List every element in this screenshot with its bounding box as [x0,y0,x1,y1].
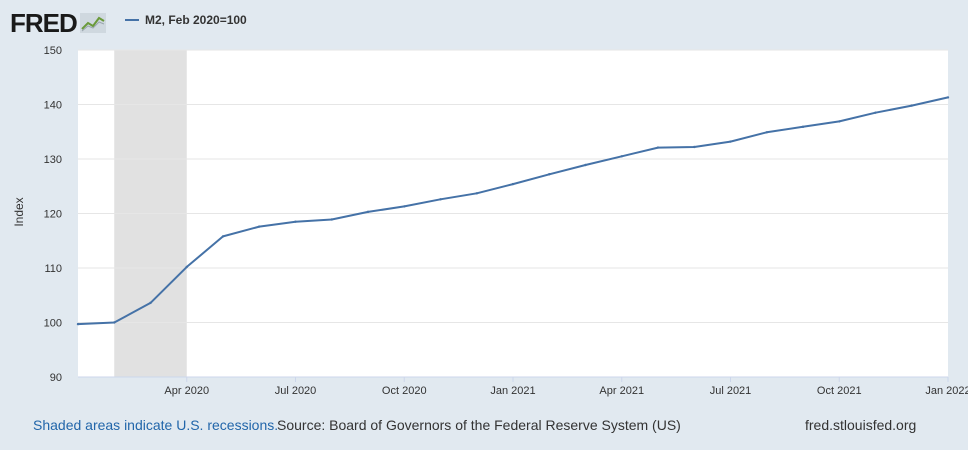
x-tick-label: Jul 2020 [275,385,317,397]
fred-logo[interactable]: FRED [10,8,106,38]
data-point[interactable] [838,120,841,123]
data-point[interactable] [910,104,913,107]
data-point[interactable] [185,265,188,269]
data-point[interactable] [403,205,406,208]
y-tick-label: 100 [44,318,62,330]
data-point[interactable] [113,321,116,324]
y-tick-label: 120 [44,209,62,221]
x-tick-label: Jan 2021 [490,385,535,397]
data-point[interactable] [330,218,333,221]
data-point[interactable] [765,131,768,134]
data-point[interactable] [729,140,732,143]
source-note: Source: Board of Governors of the Federa… [277,417,681,433]
y-tick-labels: 90 100 110 120 130 140 150 [44,45,62,384]
x-tick-label: Jul 2021 [710,385,752,397]
x-tick-label: Jan 2022 [925,385,968,397]
x-tick-label: Oct 2020 [382,385,427,397]
y-tick-label: 140 [44,100,62,112]
y-tick-label: 110 [44,263,62,275]
data-point[interactable] [584,163,587,167]
line-chart: 90 100 110 120 130 140 150 Apr 2020 Jul 2020 Oct… [12,45,968,397]
y-tick-label: 130 [44,154,62,166]
chart-legend[interactable]: M2, Feb 2020=100 [125,12,247,28]
y-tick-label: 90 [50,372,62,384]
x-tick-label: Apr 2021 [599,385,644,397]
legend-label: M2, Feb 2020=100 [145,13,247,27]
data-point[interactable] [294,220,297,223]
x-tick-label: Apr 2020 [164,385,209,397]
data-point[interactable] [946,96,950,99]
data-point[interactable] [511,182,515,186]
data-point[interactable] [475,192,478,195]
data-point[interactable] [76,322,80,326]
data-point[interactable] [548,173,551,176]
data-point[interactable] [366,210,370,214]
data-point[interactable] [149,301,152,305]
data-point[interactable] [258,225,261,228]
y-axis-label: Index [12,197,26,226]
x-tick-labels: Apr 2020 Jul 2020 Oct 2020 Jan 2021 Apr 2021… [78,376,968,397]
data-point[interactable] [620,155,623,158]
data-point[interactable] [801,125,805,129]
legend-swatch [125,19,139,21]
series-layer [76,96,950,326]
data-point[interactable] [656,146,660,149]
data-point[interactable] [693,145,696,149]
chart-header: FRED M2, Feb 2020=100 [0,0,968,44]
fred-logo-text: FRED [10,8,78,38]
data-point[interactable] [439,198,442,201]
site-url: fred.stlouisfed.org [805,417,917,433]
recession-note-link[interactable]: Shaded areas indicate U.S. recessions. [33,417,279,433]
data-point[interactable] [221,235,225,238]
data-point[interactable] [874,111,877,114]
y-tick-label: 150 [44,45,62,57]
chart-graph-icon [79,13,106,33]
x-tick-label: Oct 2021 [817,385,862,397]
